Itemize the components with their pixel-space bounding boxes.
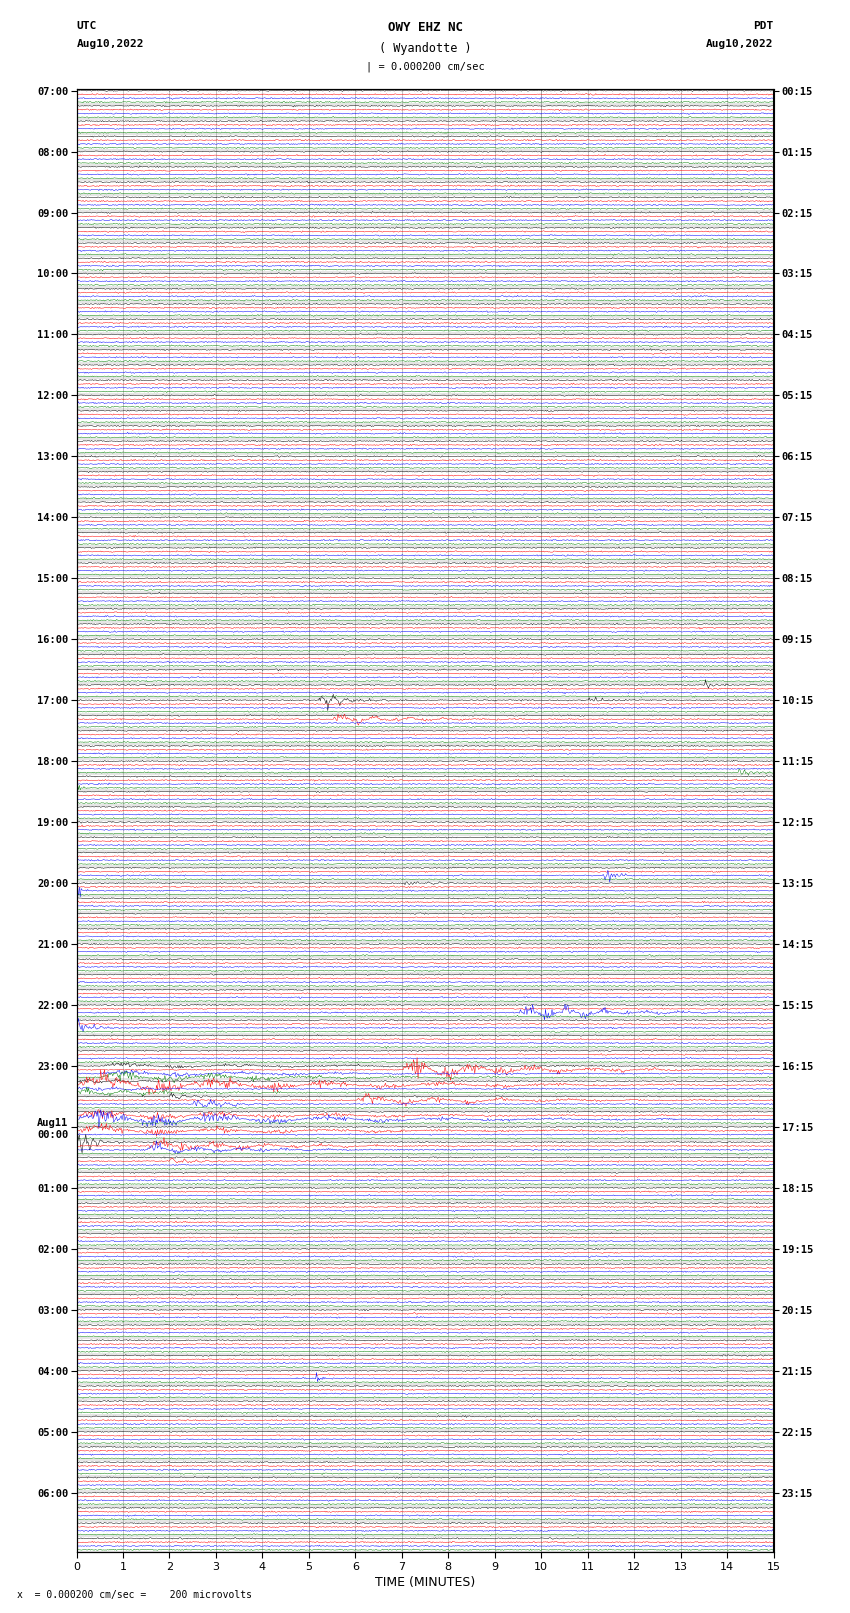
Text: OWY EHZ NC: OWY EHZ NC: [388, 21, 462, 34]
Text: x  = 0.000200 cm/sec =    200 microvolts: x = 0.000200 cm/sec = 200 microvolts: [17, 1590, 252, 1600]
Text: PDT: PDT: [753, 21, 774, 31]
Text: | = 0.000200 cm/sec: | = 0.000200 cm/sec: [366, 61, 484, 73]
Text: UTC: UTC: [76, 21, 97, 31]
Text: Aug10,2022: Aug10,2022: [706, 39, 774, 48]
X-axis label: TIME (MINUTES): TIME (MINUTES): [375, 1576, 475, 1589]
Text: Aug10,2022: Aug10,2022: [76, 39, 144, 48]
Text: ( Wyandotte ): ( Wyandotte ): [379, 42, 471, 55]
